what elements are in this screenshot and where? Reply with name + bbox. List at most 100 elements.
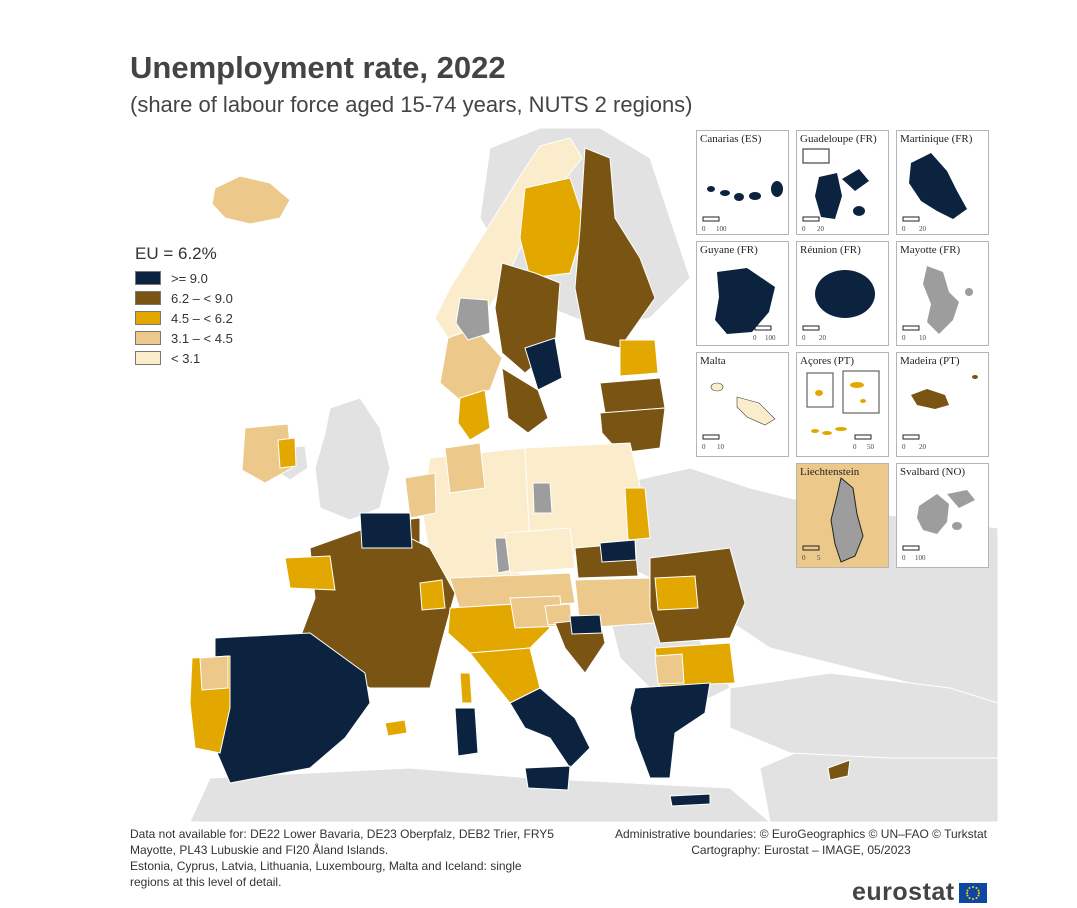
- region-turkey: [729, 672, 998, 759]
- scale-text: 0: [753, 334, 757, 342]
- region-norway-oslo: [455, 297, 491, 341]
- inset-label: Canarias (ES): [700, 133, 762, 145]
- legend-label: 4.5 – < 6.2: [171, 310, 233, 326]
- region-portugal-north: [199, 655, 229, 691]
- legend-swatch: [135, 351, 161, 365]
- legend-item: 6.2 – < 9.0: [135, 288, 233, 308]
- region-germany-north: [444, 442, 486, 494]
- legend-item: 3.1 – < 4.5: [135, 328, 233, 348]
- scale-text: 10: [919, 334, 927, 342]
- footnote: Data not available for: DE22 Lower Bavar…: [130, 826, 600, 890]
- inset-label: Svalbard (NO): [900, 466, 966, 478]
- legend-label: 6.2 – < 9.0: [171, 290, 233, 306]
- inset-madeira-shape: 0 20: [902, 375, 978, 451]
- region-latvia: [599, 377, 666, 414]
- region-poland-lubuskie: [532, 482, 553, 514]
- legend-item: >= 9.0: [135, 268, 233, 288]
- eurostat-logo: eurostat: [852, 878, 987, 907]
- inset-maps: Canarias (ES) 0 100 Guadeloupe (FR) 0 20…: [694, 128, 994, 570]
- inset-malta: Malta 0 10: [696, 352, 789, 457]
- region-slovakia-east: [599, 539, 637, 563]
- region-finland: [574, 147, 656, 349]
- region-bulgaria-west: [654, 653, 685, 685]
- inset-acores: Açores (PT) 0 50: [796, 352, 889, 457]
- region-france-hauts: [359, 512, 413, 549]
- inset-label: Guyane (FR): [700, 244, 758, 256]
- legend-swatch: [135, 291, 161, 305]
- inset-label: Malta: [700, 355, 726, 367]
- legend-title: EU = 6.2%: [135, 244, 217, 263]
- region-spain: [214, 632, 371, 784]
- scale-text: 100: [915, 554, 926, 562]
- inset-martinique: Martinique (FR) 0 20: [896, 130, 989, 235]
- region-balearics: [384, 719, 408, 737]
- inset-guyane-shape: 0 100: [715, 268, 776, 342]
- scale-text: 10: [717, 443, 725, 451]
- inset-madeira: Madeira (PT) 0 20: [896, 352, 989, 457]
- scale-text: 0: [902, 554, 906, 562]
- scale-text: 0: [902, 443, 906, 451]
- inset-svalbard-shape: 0 100: [902, 490, 975, 562]
- scale-text: 0: [802, 334, 806, 342]
- region-france: [299, 522, 456, 689]
- legend-swatch: [135, 331, 161, 345]
- footnote-line: Data not available for: DE22 Lower Bavar…: [130, 827, 554, 841]
- credits: Administrative boundaries: © EuroGeograp…: [596, 826, 1006, 858]
- inset-label: Mayotte (FR): [900, 244, 961, 256]
- inset-label: Liechtenstein: [800, 466, 860, 478]
- scale-text: 0: [902, 334, 906, 342]
- inset-liechtenstein: Liechtenstein 0 5: [796, 463, 889, 568]
- region-corsica: [459, 672, 473, 704]
- scale-text: 0: [902, 225, 906, 233]
- footnote-line: Estonia, Cyprus, Latvia, Lithuania, Luxe…: [130, 859, 522, 873]
- region-iceland: [211, 175, 291, 225]
- inset-guadeloupe-shape: 0 20: [802, 148, 869, 233]
- scale-text: 0: [702, 443, 706, 451]
- scale-text: 20: [817, 225, 825, 233]
- region-cyprus: [827, 759, 851, 781]
- region-romania: [649, 547, 746, 644]
- region-netherlands: [404, 472, 437, 519]
- region-lithuania: [599, 407, 666, 454]
- scale-text: 50: [867, 443, 875, 451]
- scale-text: 0: [802, 554, 806, 562]
- map-title: Unemployment rate, 2022: [130, 50, 506, 85]
- scale-text: 0: [802, 225, 806, 233]
- region-greece: [629, 682, 711, 779]
- inset-reunion: Réunion (FR) 0 20: [796, 241, 889, 346]
- legend-swatch: [135, 311, 161, 325]
- region-denmark: [457, 389, 491, 441]
- inset-liechtenstein-shape: 0 5: [802, 477, 864, 563]
- region-poland-east: [624, 487, 651, 541]
- scale-text: 20: [919, 443, 927, 451]
- inset-canarias-shape: 0 100: [702, 181, 783, 233]
- region-sweden-north: [519, 177, 586, 279]
- map-subtitle: (share of labour force aged 15-74 years,…: [130, 92, 693, 117]
- legend-label: >= 9.0: [171, 270, 208, 286]
- legend-item: < 3.1: [135, 348, 233, 368]
- inset-svalbard: Svalbard (NO) 0 100: [896, 463, 989, 568]
- region-croatia-north: [569, 614, 603, 635]
- legend-label: < 3.1: [171, 350, 201, 366]
- credits-line: Administrative boundaries: © EuroGeograp…: [614, 827, 987, 841]
- logo-text: eurostat: [852, 878, 955, 906]
- scale-text: 20: [919, 225, 927, 233]
- region-sardinia: [454, 707, 479, 757]
- inset-martinique-shape: 0 20: [902, 153, 967, 233]
- inset-guadeloupe: Guadeloupe (FR) 0 20: [796, 130, 889, 235]
- region-czechia: [504, 527, 576, 574]
- region-sweden-south: [501, 367, 549, 434]
- inset-label: Martinique (FR): [900, 133, 973, 145]
- scale-text: 0: [702, 225, 706, 233]
- legend-label: 3.1 – < 4.5: [171, 330, 233, 346]
- footnote-line: regions at this level of detail.: [130, 875, 282, 889]
- inset-reunion-shape: 0 20: [802, 270, 875, 342]
- eu-flag-icon: [958, 882, 987, 903]
- europe-map: [189, 128, 998, 822]
- scale-text: 100: [716, 225, 727, 233]
- credits-line: Cartography: Eurostat – IMAGE, 05/2023: [691, 843, 911, 857]
- footnote-line: Mayotte, PL43 Lubuskie and FI20 Åland Is…: [130, 843, 389, 857]
- map-legend: EU = 6.2% >= 9.0 6.2 – < 9.0 4.5 – < 6.2…: [135, 244, 233, 368]
- inset-canarias: Canarias (ES) 0 100: [696, 130, 789, 235]
- legend-item: 4.5 – < 6.2: [135, 308, 233, 328]
